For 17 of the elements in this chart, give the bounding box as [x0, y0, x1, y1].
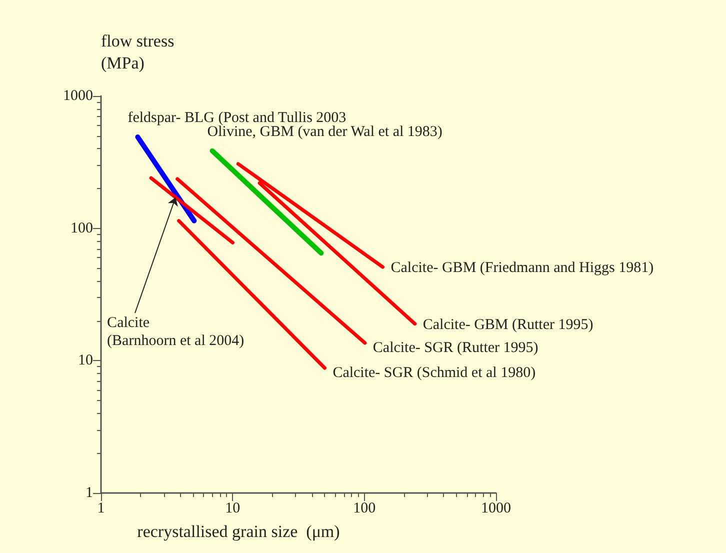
y-tick-label: 1 [86, 485, 93, 501]
series-label: Calcite- GBM (Rutter 1995) [422, 316, 594, 333]
series-label: Calcite- SGR (Schmid et al 1980) [332, 365, 536, 382]
x-axis-title: recrystallised grain size (μm) [137, 522, 340, 541]
text: Calcite (Barnhoorn et al 2004) [107, 315, 244, 350]
x-tick-label: 1 [97, 500, 105, 516]
series-label: Calcite- GBM (Friedmann and Higgs 1981) [390, 260, 654, 276]
x-tick-label: 1000 [481, 500, 511, 516]
series-label: Olivine, GBM (van der Wal et al 1983) [207, 124, 442, 140]
y-tick-label: 10 [78, 352, 93, 369]
y-tick-label: 100 [70, 220, 93, 236]
x-tick-label: 10 [225, 500, 240, 516]
series-label: Calcite- SGR (Rutter 1995) [372, 340, 538, 356]
y-axis-title: flow stress (MPa) [101, 32, 174, 72]
y-tick-label: 1000 [63, 88, 93, 104]
series-label: feldspar- BLG (Post and Tullis 2003 [128, 110, 346, 126]
x-tick-label: 100 [353, 500, 376, 516]
